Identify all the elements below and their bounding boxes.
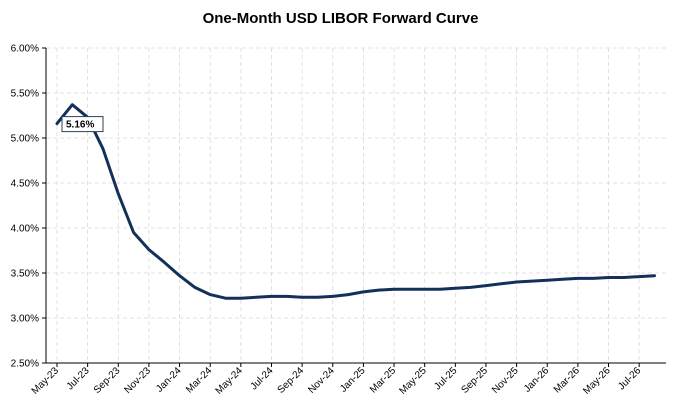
annotation: 5.16% (61, 116, 104, 133)
x-tick-label: Nov-25 (490, 365, 521, 396)
x-tick-label: Jul-24 (249, 365, 276, 392)
annotation-box (61, 116, 104, 133)
x-tick-label: Mar-26 (552, 365, 582, 395)
y-axis-ticks: 2.50% 3.00% 3.50% 4.00% 4.50% 5.00% 5.50% 6.00% (11, 44, 39, 370)
x-tick-label: May-26 (581, 365, 613, 397)
axes (42, 47, 666, 367)
annotation-label: 5.16% (66, 120, 94, 131)
forward-curve-line (55, 103, 656, 300)
x-tick-label: Mar-24 (184, 365, 214, 395)
y-tick-label: 4.50% (11, 179, 39, 190)
x-tick-label: Jul-26 (616, 365, 643, 392)
x-tick-label: Jan-25 (338, 365, 368, 395)
x-tick-label: May-25 (397, 365, 429, 397)
x-axis-ticks: May-23 Jul-23 Sep-23 Nov-23 Jan-24 Mar-24 May-… (30, 365, 644, 397)
x-tick-label: Nov-24 (306, 365, 337, 396)
y-tick-label: 3.00% (11, 314, 39, 325)
y-tick-label: 3.50% (11, 269, 39, 280)
x-tick-label: Jan-24 (154, 365, 184, 395)
x-tick-label: Nov-23 (122, 365, 153, 396)
x-tick-label: Mar-25 (368, 365, 398, 395)
y-tick-label: 4.00% (11, 224, 39, 235)
chart-title: One-Month USD LIBOR Forward Curve (202, 10, 479, 27)
x-tick-label: May-23 (30, 365, 62, 397)
series-layer (55, 103, 656, 300)
x-tick-label: Sep-24 (276, 365, 307, 396)
x-tick-label: Jul-23 (65, 365, 92, 392)
y-tick-label: 2.50% (11, 359, 39, 370)
y-tick-label: 6.00% (11, 44, 39, 55)
x-tick-label: Jul-25 (432, 365, 459, 392)
x-tick-label: Sep-23 (92, 365, 123, 396)
y-tick-label: 5.50% (11, 89, 39, 100)
x-tick-label: Jan-26 (522, 365, 552, 395)
x-tick-label: Sep-25 (459, 365, 490, 396)
gridlines (46, 47, 666, 363)
y-tick-label: 5.00% (11, 134, 39, 145)
x-tick-label: May-24 (214, 365, 246, 397)
